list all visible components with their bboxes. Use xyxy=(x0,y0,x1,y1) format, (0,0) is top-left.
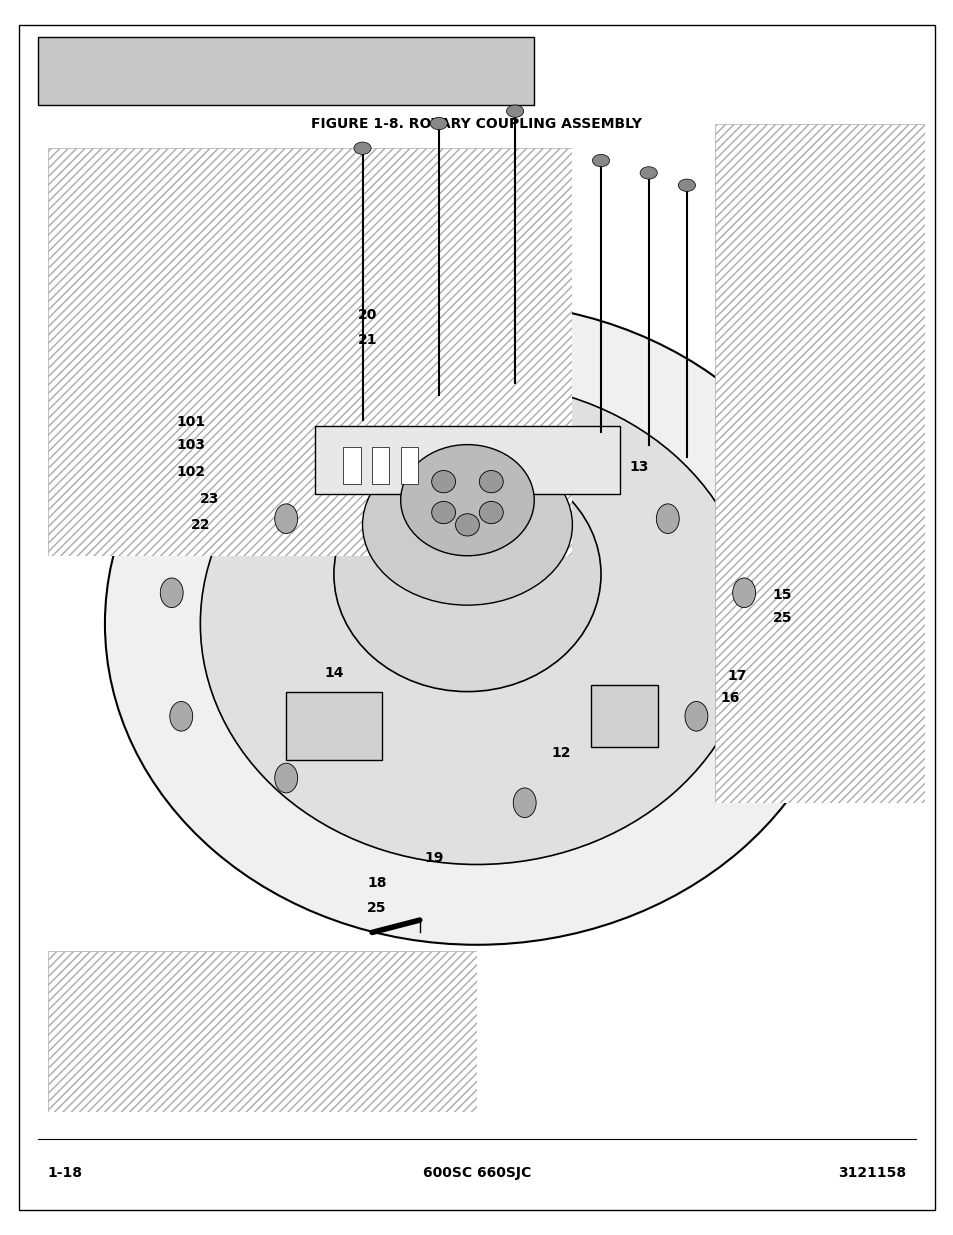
FancyBboxPatch shape xyxy=(400,447,417,484)
Circle shape xyxy=(732,578,755,608)
Ellipse shape xyxy=(200,383,753,864)
FancyBboxPatch shape xyxy=(372,447,389,484)
Text: FIGURE 1-8. ROTARY COUPLING ASSEMBLY: FIGURE 1-8. ROTARY COUPLING ASSEMBLY xyxy=(312,116,641,131)
Circle shape xyxy=(684,701,707,731)
Text: 14: 14 xyxy=(324,666,343,680)
Ellipse shape xyxy=(639,167,657,179)
Ellipse shape xyxy=(431,471,455,493)
Circle shape xyxy=(160,578,183,608)
Ellipse shape xyxy=(362,445,572,605)
Ellipse shape xyxy=(455,514,478,536)
Text: 16: 16 xyxy=(720,690,739,705)
Text: 20: 20 xyxy=(357,308,376,322)
FancyBboxPatch shape xyxy=(38,37,534,105)
Ellipse shape xyxy=(334,457,600,692)
Text: 103: 103 xyxy=(176,437,205,452)
Text: SECTION 1  FRAME: SECTION 1 FRAME xyxy=(67,62,272,82)
Ellipse shape xyxy=(678,179,695,191)
Text: 102: 102 xyxy=(176,464,206,479)
Ellipse shape xyxy=(105,303,848,945)
Ellipse shape xyxy=(506,105,523,117)
Ellipse shape xyxy=(478,471,503,493)
FancyBboxPatch shape xyxy=(591,685,658,747)
Text: 1-18: 1-18 xyxy=(48,1166,83,1181)
FancyBboxPatch shape xyxy=(286,692,381,760)
Text: 23: 23 xyxy=(200,492,219,506)
Ellipse shape xyxy=(478,501,503,524)
Text: 25: 25 xyxy=(367,900,386,915)
Text: 25: 25 xyxy=(772,610,791,625)
Text: 101: 101 xyxy=(176,415,206,430)
FancyBboxPatch shape xyxy=(314,426,619,494)
Text: 17: 17 xyxy=(726,668,745,683)
Ellipse shape xyxy=(592,154,609,167)
Text: 600SC 660SJC: 600SC 660SJC xyxy=(422,1166,531,1181)
Circle shape xyxy=(170,701,193,731)
Text: 19: 19 xyxy=(424,851,443,866)
Ellipse shape xyxy=(400,445,534,556)
Text: 22: 22 xyxy=(191,517,210,532)
Text: 13: 13 xyxy=(629,459,648,474)
Circle shape xyxy=(513,788,536,818)
Text: 12: 12 xyxy=(551,746,570,761)
Ellipse shape xyxy=(431,501,455,524)
Circle shape xyxy=(274,504,297,534)
Circle shape xyxy=(274,763,297,793)
Text: 15: 15 xyxy=(772,588,791,603)
Text: 3121158: 3121158 xyxy=(838,1166,905,1181)
FancyBboxPatch shape xyxy=(343,447,360,484)
Circle shape xyxy=(656,504,679,534)
Ellipse shape xyxy=(430,117,447,130)
Text: 21: 21 xyxy=(357,332,376,347)
Ellipse shape xyxy=(354,142,371,154)
Text: 18: 18 xyxy=(367,876,386,890)
